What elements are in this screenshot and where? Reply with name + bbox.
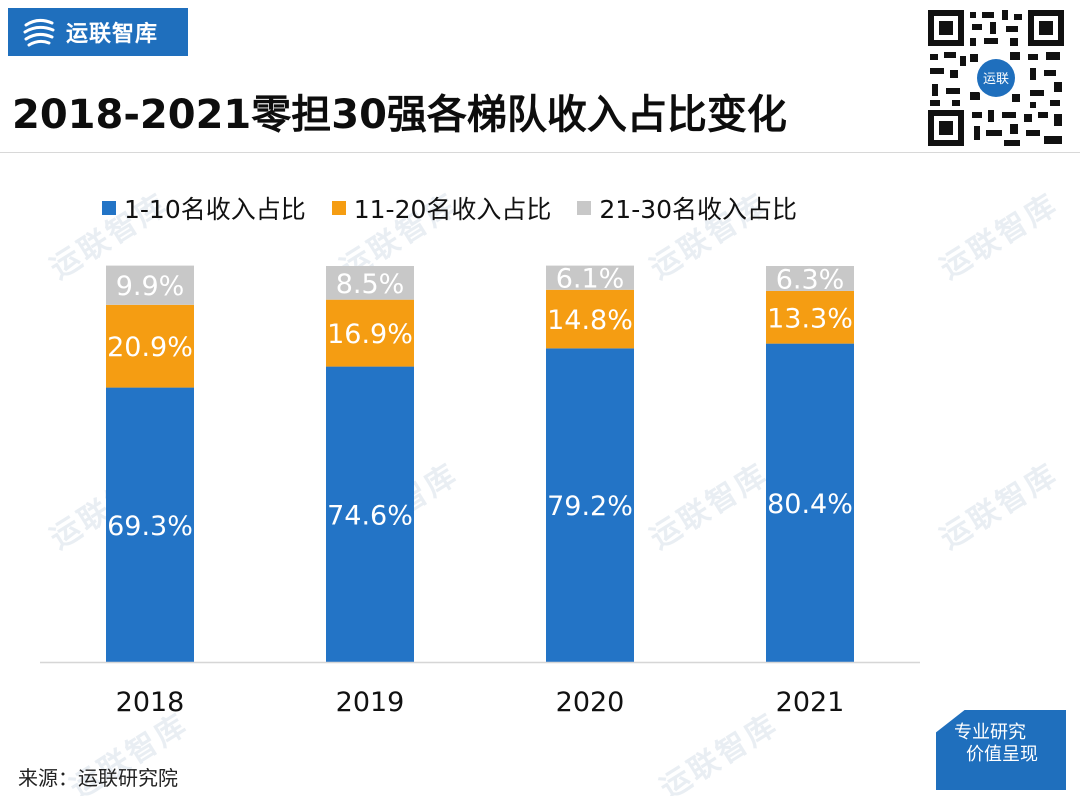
data-label: 13.3% [767, 303, 853, 334]
source-note: 来源：运联研究院 [18, 766, 178, 790]
legend-label: 21-30名收入占比 [599, 195, 798, 224]
data-label: 69.3% [107, 511, 193, 542]
bar-segment [326, 366, 414, 662]
slogan-badge: 专业研究 价值呈现 [936, 710, 1066, 790]
data-label: 14.8% [547, 305, 633, 336]
data-label: 79.2% [547, 491, 633, 522]
legend-item-21-30: 21-30名收入占比 [577, 190, 797, 226]
x-tick-label: 2020 [556, 687, 625, 718]
bar-segment [766, 290, 854, 344]
data-label: 16.9% [327, 319, 413, 350]
qr-code-icon: 运联 [926, 8, 1066, 148]
data-label: 9.9% [116, 271, 185, 302]
bar-segment [326, 266, 414, 300]
x-tick-label: 2021 [776, 687, 845, 718]
legend-item-top10: 1-10名收入占比 [102, 190, 306, 226]
bar-segment [106, 265, 194, 305]
data-label: 8.5% [336, 269, 405, 300]
bar-segment [766, 266, 854, 291]
bar-segment [106, 387, 194, 662]
slogan-line-1: 专业研究 [954, 722, 1026, 743]
bar-segment [326, 299, 414, 367]
data-label: 80.4% [767, 489, 853, 520]
legend-swatch [331, 201, 346, 215]
bar-segment [106, 304, 194, 388]
legend-label: 11-20名收入占比 [353, 195, 552, 224]
legend-swatch [577, 201, 592, 215]
data-label: 20.9% [107, 332, 193, 363]
x-tick-label: 2018 [116, 687, 185, 718]
data-label: 6.3% [776, 264, 845, 295]
x-tick-label: 2019 [336, 687, 405, 718]
legend-swatch [102, 201, 116, 215]
brand-logo-icon [23, 18, 55, 47]
legend-item-11-20: 11-20名收入占比 [331, 190, 552, 226]
legend-label: 1-10名收入占比 [124, 195, 306, 224]
slogan-line-2: 价值呈现 [966, 744, 1038, 765]
brand-name: 运联智库 [66, 22, 159, 47]
qr-center-label: 运联 [983, 72, 1009, 87]
page-title: 2018-2021零担30强各梯队收入占比变化 [12, 92, 787, 138]
data-label: 6.1% [556, 264, 625, 295]
brand-banner: 运联智库 [8, 8, 188, 56]
header-divider [0, 152, 1080, 153]
chart-legend: 1-10名收入占比 11-20名收入占比 21-30名收入占比 [102, 190, 797, 226]
data-label: 74.6% [327, 500, 413, 531]
bar-segment [546, 289, 634, 349]
bar-segment [546, 348, 634, 662]
bar-segment [766, 343, 854, 662]
bar-segment [546, 265, 634, 290]
